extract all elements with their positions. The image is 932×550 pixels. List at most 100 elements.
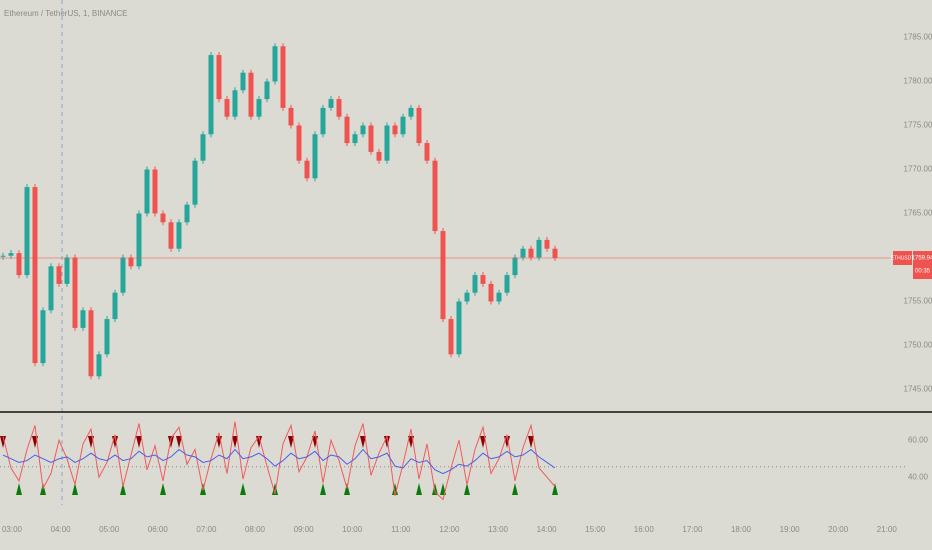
candle bbox=[88, 310, 94, 377]
x-tick-label: 19:00 bbox=[780, 525, 801, 534]
x-tick-label: 12:00 bbox=[439, 525, 460, 534]
symbol-tag bbox=[893, 251, 912, 266]
candle bbox=[336, 99, 342, 117]
candle bbox=[24, 187, 30, 276]
y-tick-label: 1745.00 bbox=[904, 385, 932, 394]
y-tick-label: 1765.00 bbox=[904, 209, 932, 218]
signal-top bbox=[168, 436, 174, 448]
candle bbox=[384, 125, 390, 161]
candle bbox=[304, 160, 310, 179]
candle bbox=[352, 134, 358, 144]
candle bbox=[0, 255, 6, 257]
candle bbox=[96, 354, 102, 377]
candle bbox=[256, 99, 262, 117]
candle bbox=[416, 107, 422, 144]
candle bbox=[456, 301, 462, 355]
y-tick-label: 40.00 bbox=[908, 472, 929, 481]
candle bbox=[176, 222, 182, 249]
oscillator-line bbox=[2, 448, 556, 475]
candle bbox=[312, 134, 318, 179]
signal-bottom bbox=[392, 483, 398, 495]
candle bbox=[200, 134, 206, 161]
candle bbox=[280, 46, 286, 108]
signal-bottom bbox=[512, 483, 518, 495]
candle bbox=[136, 213, 142, 267]
candle bbox=[232, 90, 238, 117]
candle bbox=[120, 257, 126, 293]
signal-bottom bbox=[320, 483, 326, 495]
x-tick-label: 18:00 bbox=[731, 525, 752, 534]
candle bbox=[104, 319, 110, 355]
signal-bottom bbox=[464, 483, 470, 495]
candle bbox=[64, 257, 70, 284]
candle bbox=[128, 257, 134, 267]
candle bbox=[224, 99, 230, 117]
y-tick-label: 1775.00 bbox=[904, 121, 932, 130]
x-tick-label: 14:00 bbox=[537, 525, 558, 534]
signal-bottom bbox=[416, 483, 422, 495]
candle bbox=[192, 160, 198, 205]
y-tick-label: 1780.00 bbox=[904, 77, 932, 86]
y-tick-label: 1755.00 bbox=[904, 297, 932, 306]
x-tick-label: 04:00 bbox=[51, 525, 72, 534]
candle bbox=[472, 275, 478, 293]
candle bbox=[448, 319, 454, 355]
signal-top bbox=[480, 436, 486, 448]
signal-top bbox=[0, 436, 6, 448]
candle bbox=[208, 55, 214, 135]
candle bbox=[112, 292, 118, 320]
candle bbox=[72, 257, 78, 328]
signal-top bbox=[232, 436, 238, 448]
candle bbox=[80, 310, 86, 328]
x-tick-label: 21:00 bbox=[877, 525, 898, 534]
chart-title: Ethereum / TetherUS, 1, BINANCE bbox=[4, 9, 127, 18]
signal-top bbox=[288, 436, 294, 448]
candle bbox=[184, 204, 190, 223]
candle bbox=[528, 248, 534, 258]
x-tick-label: 06:00 bbox=[148, 525, 169, 534]
signal-bottom bbox=[120, 483, 126, 495]
x-tick-label: 16:00 bbox=[634, 525, 655, 534]
candle bbox=[400, 116, 406, 135]
candle bbox=[40, 310, 46, 364]
candle bbox=[296, 125, 302, 161]
x-tick-label: 11:00 bbox=[391, 525, 411, 534]
x-tick-label: 20:00 bbox=[828, 525, 849, 534]
candle bbox=[288, 107, 294, 126]
candle bbox=[392, 125, 398, 135]
price-tag bbox=[913, 251, 932, 280]
candle bbox=[328, 99, 334, 108]
signal-bottom bbox=[552, 483, 558, 495]
candle bbox=[360, 125, 366, 135]
candle bbox=[480, 275, 486, 284]
candle bbox=[368, 125, 374, 152]
signal-bottom bbox=[16, 483, 22, 495]
x-tick-label: 09:00 bbox=[294, 525, 315, 534]
x-tick-label: 05:00 bbox=[99, 525, 120, 534]
y-tick-label: 1750.00 bbox=[904, 341, 932, 350]
y-tick-label: 1770.00 bbox=[904, 165, 932, 174]
candle bbox=[216, 55, 222, 100]
candle bbox=[168, 222, 174, 249]
candle bbox=[320, 107, 326, 135]
x-tick-label: 03:00 bbox=[2, 525, 23, 534]
x-tick-label: 08:00 bbox=[245, 525, 266, 534]
x-tick-label: 17:00 bbox=[682, 525, 703, 534]
candle bbox=[440, 231, 446, 320]
candle bbox=[432, 160, 438, 232]
candle bbox=[376, 151, 382, 161]
signal-bottom bbox=[72, 483, 78, 495]
candle bbox=[488, 283, 494, 302]
candle bbox=[536, 239, 542, 258]
candle bbox=[152, 169, 158, 214]
candle bbox=[552, 248, 558, 259]
signal-bottom bbox=[344, 483, 350, 495]
candle bbox=[544, 239, 550, 249]
candle bbox=[496, 292, 502, 302]
candle bbox=[464, 292, 470, 302]
candle bbox=[56, 266, 62, 284]
countdown-label: 00:35 bbox=[915, 269, 931, 275]
candle bbox=[512, 257, 518, 276]
